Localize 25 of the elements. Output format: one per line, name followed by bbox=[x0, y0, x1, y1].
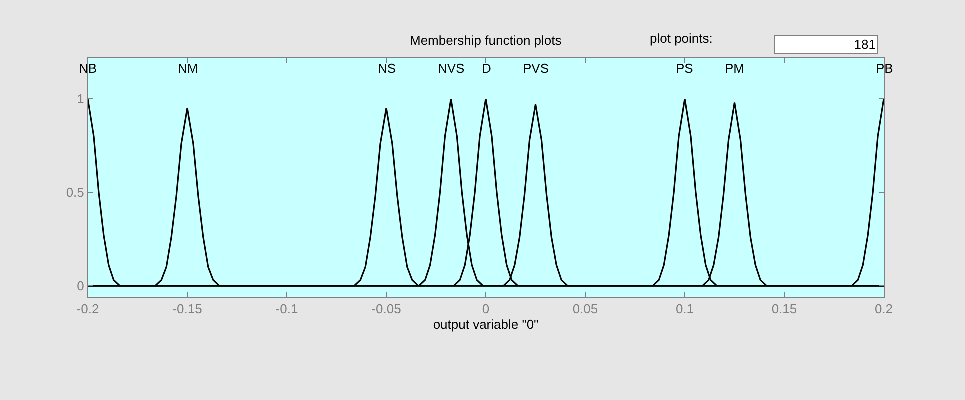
x-axis-title: output variable "0" bbox=[433, 317, 540, 332]
x-tick-label: 0.1 bbox=[676, 302, 694, 317]
series-label: NB bbox=[79, 61, 98, 76]
x-tick-label: 0.2 bbox=[874, 302, 894, 317]
x-tick-label: 0 bbox=[482, 302, 490, 317]
text: PM bbox=[725, 61, 744, 76]
y-tick-label: 1 bbox=[77, 92, 84, 107]
y-tick-label: 0 bbox=[77, 278, 84, 294]
series-label: PS bbox=[676, 61, 694, 76]
x-tick-label: -0.15 bbox=[172, 302, 202, 317]
x-tick-label: 0.15 bbox=[772, 302, 798, 317]
series-label: PB bbox=[876, 61, 894, 76]
text: NS bbox=[378, 61, 396, 76]
x-tick-label: 0.05 bbox=[572, 302, 598, 317]
text: PVS bbox=[523, 61, 550, 76]
x-tick-label: -0.2 bbox=[76, 302, 100, 317]
series-label: D bbox=[482, 61, 492, 76]
text: 181 bbox=[854, 37, 876, 52]
text: NM bbox=[178, 61, 198, 76]
y-tick-label: 0.5 bbox=[66, 184, 84, 200]
text: plot points: bbox=[650, 31, 713, 46]
chart-title: Membership function plots bbox=[410, 33, 562, 48]
x-tick-label: -0.05 bbox=[372, 302, 402, 317]
text: NVS bbox=[438, 61, 466, 76]
x-tick-label: -0.1 bbox=[276, 302, 298, 317]
